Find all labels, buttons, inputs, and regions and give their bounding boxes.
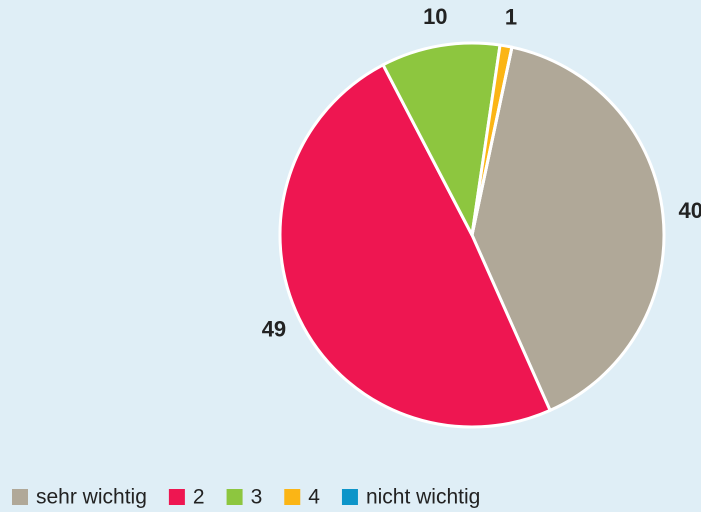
legend-label: 4: [308, 486, 320, 509]
legend-swatch: [226, 489, 243, 505]
legend-swatch: [168, 489, 185, 505]
legend-label: sehr wichtig: [36, 486, 147, 509]
legend-label: 2: [193, 486, 205, 509]
value-label: 40: [679, 198, 701, 223]
pie-slice: [470, 45, 666, 412]
legend-label: nicht wichtig: [366, 486, 480, 509]
value-label: 1: [505, 4, 517, 29]
legend-swatch: [12, 489, 28, 505]
legend-swatch: [284, 489, 301, 505]
pie-slice: [278, 63, 552, 429]
legend-label: 3: [251, 486, 263, 509]
value-label: 49: [262, 317, 286, 342]
pie-slice: [381, 41, 502, 237]
legend-swatch: [341, 489, 358, 505]
value-label: 10: [423, 4, 447, 29]
pie-slice: [470, 45, 514, 237]
